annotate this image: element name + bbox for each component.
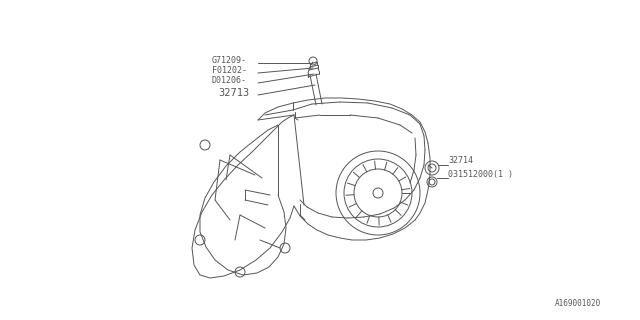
Text: D01206-: D01206- [212,76,247,85]
Text: 32714: 32714 [448,156,473,165]
Text: 031512000(1 ): 031512000(1 ) [448,170,513,179]
Text: G71209-: G71209- [212,56,247,65]
Text: F01202-: F01202- [212,66,247,75]
Text: 32713: 32713 [218,88,249,98]
Text: A169001020: A169001020 [555,299,601,308]
